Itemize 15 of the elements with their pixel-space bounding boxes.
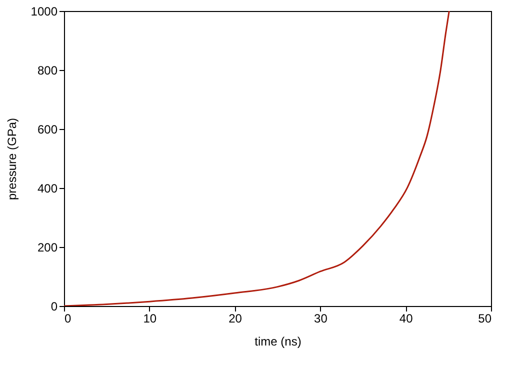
y-tick-label: 0: [50, 300, 58, 314]
y-tick-label: 600: [37, 122, 58, 136]
y-tick-label: 200: [37, 240, 58, 254]
y-tick-label: 1000: [30, 4, 58, 18]
x-axis-title: time (ns): [254, 334, 302, 348]
y-axis-title: pressure (GPa): [4, 118, 19, 200]
x-tick-label: 30: [314, 312, 328, 326]
x-tick-label: 20: [228, 312, 242, 326]
x-tick-label: 0: [64, 312, 72, 326]
x-tick-label: 50: [478, 312, 492, 326]
x-tick-label: 10: [143, 312, 157, 326]
line-series: [64, 11, 450, 306]
x-tick-label: 40: [399, 312, 414, 326]
y-tick-label: 400: [37, 182, 58, 196]
y-tick-label: 800: [37, 64, 58, 78]
